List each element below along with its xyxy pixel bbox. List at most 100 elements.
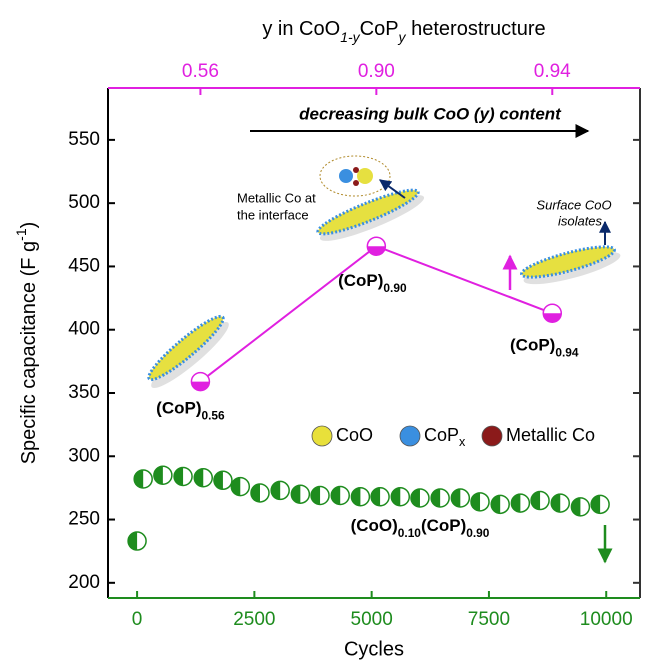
point-half — [391, 488, 400, 506]
text-part: heterostructure — [406, 18, 546, 40]
legend-label: CoO — [336, 425, 373, 445]
point-half — [291, 485, 300, 503]
point-half — [128, 532, 137, 550]
data-point — [154, 466, 172, 484]
point-half — [371, 488, 380, 506]
top-tick-label: 0.56 — [182, 61, 219, 82]
chart: 2002503003504004505005500250050007500100… — [0, 0, 655, 662]
data-point — [331, 486, 349, 504]
data-point — [367, 237, 385, 255]
text-part: 0.90 — [466, 526, 490, 540]
data-point — [214, 471, 232, 489]
point-label: (CoP)0.56 — [156, 399, 225, 423]
data-point — [351, 488, 369, 506]
data-point — [271, 481, 289, 499]
data-point — [431, 489, 449, 507]
point-half — [191, 382, 209, 391]
data-point — [134, 470, 152, 488]
data-point — [591, 495, 609, 513]
x-axis-title: Cycles — [344, 638, 404, 660]
point-half — [431, 489, 440, 507]
text-part: x — [459, 435, 466, 449]
point-half — [154, 466, 163, 484]
text-part: Specific capacitance (F g — [18, 241, 40, 464]
data-point — [231, 478, 249, 496]
text-part: 0.90 — [383, 281, 407, 295]
point-half — [571, 498, 580, 516]
legend-swatch — [312, 426, 332, 446]
point-half — [531, 492, 540, 510]
top-tick-label: 0.90 — [358, 61, 395, 82]
data-point — [551, 494, 569, 512]
data-point — [531, 492, 549, 510]
text-part: (CoP) — [338, 272, 383, 291]
text-part: (CoP) — [421, 516, 466, 535]
annotation: decreasing bulk CoO (y) content — [299, 104, 562, 123]
data-point — [471, 493, 489, 511]
point-half — [331, 486, 340, 504]
text-part: 0.56 — [202, 409, 226, 423]
y-tick-label: 250 — [68, 509, 100, 530]
data-point — [174, 468, 192, 486]
data-point — [311, 486, 329, 504]
data-point — [451, 489, 469, 507]
data-point — [371, 488, 389, 506]
point-half — [543, 313, 561, 322]
point-half — [174, 468, 183, 486]
data-point — [543, 304, 561, 322]
text-part: CoO — [336, 425, 373, 445]
x-tick-label: 7500 — [468, 609, 510, 630]
point-label: (CoP)0.94 — [510, 336, 579, 360]
text-part: -1 — [13, 228, 29, 241]
y-tick-label: 500 — [68, 192, 100, 213]
point-half — [411, 489, 420, 507]
point-half — [551, 494, 560, 512]
point-half — [351, 488, 360, 506]
text-part: Metallic Co — [506, 425, 595, 445]
point-half — [591, 495, 600, 513]
data-point — [411, 489, 429, 507]
data-point — [251, 484, 269, 502]
annotation: isolates — [558, 213, 603, 228]
data-point — [291, 485, 309, 503]
point-half — [311, 486, 320, 504]
text-part: ) — [18, 222, 40, 229]
point-half — [251, 484, 260, 502]
y-tick-label: 350 — [68, 382, 100, 403]
y-tick-label: 200 — [68, 572, 100, 593]
text-part: 0.10 — [398, 526, 422, 540]
data-point — [128, 532, 146, 550]
top-tick-label: 0.94 — [534, 61, 571, 82]
text-part: y in CoO — [262, 18, 340, 40]
text-part: 0.94 — [555, 345, 579, 359]
annotation: Metallic Co at — [237, 190, 316, 205]
point-label: (CoP)0.90 — [338, 272, 407, 296]
legend-label: CoPx — [424, 425, 466, 450]
legend-label: Metallic Co — [506, 425, 595, 445]
data-point — [194, 469, 212, 487]
text-part: 1-y — [340, 29, 360, 45]
y-tick-label: 400 — [68, 319, 100, 340]
point-half — [451, 489, 460, 507]
point-half — [214, 471, 223, 489]
point-half — [367, 246, 385, 255]
point-half — [271, 481, 280, 499]
text-part: (CoO) — [351, 516, 398, 535]
series-label: (CoO)0.10(CoP)0.90 — [351, 516, 490, 540]
x-tick-label: 0 — [132, 609, 143, 630]
text-part: (CoP) — [510, 336, 555, 355]
point-half — [511, 494, 520, 512]
text-part: CoP — [424, 425, 459, 445]
text-part: CoP — [360, 18, 399, 40]
top-axis-title: y in CoO1-yCoPy heterostructure — [262, 18, 545, 44]
data-point — [491, 495, 509, 513]
point-half — [491, 495, 500, 513]
x-tick-label: 2500 — [233, 609, 275, 630]
y-tick-label: 550 — [68, 129, 100, 150]
capacitance-line — [200, 246, 552, 381]
x-tick-label: 5000 — [351, 609, 393, 630]
y-tick-label: 450 — [68, 255, 100, 276]
text-part: (CoP) — [156, 399, 201, 418]
data-point — [571, 498, 589, 516]
point-half — [471, 493, 480, 511]
